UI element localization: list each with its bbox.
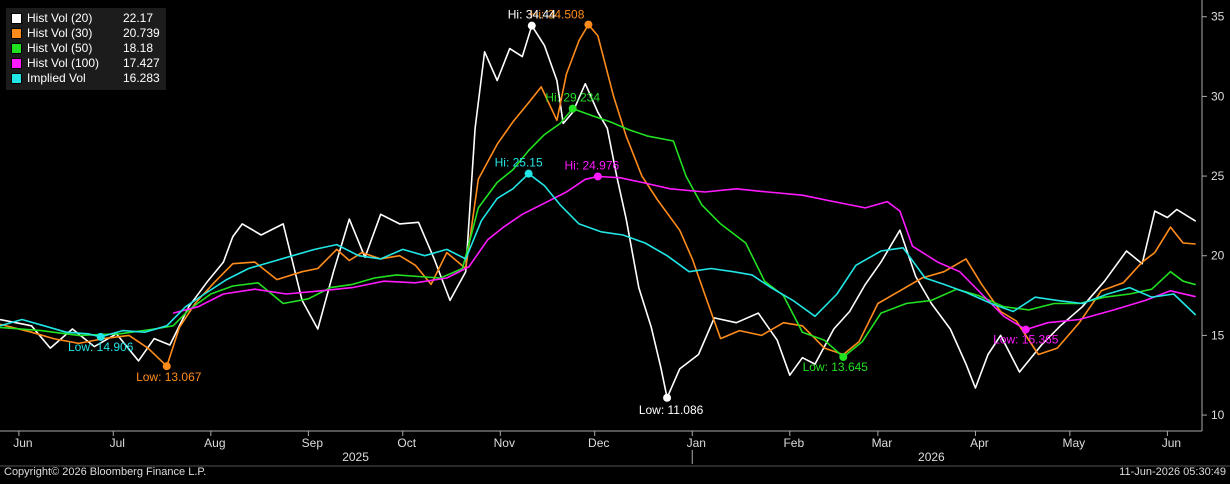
- annotation-marker: [96, 332, 105, 341]
- legend-swatch: [11, 58, 22, 69]
- annotation-marker: [524, 169, 533, 178]
- copyright-text: Copyright© 2026 Bloomberg Finance L.P.: [4, 466, 207, 478]
- annotation-label: Hi: 34.508: [530, 8, 585, 22]
- series-line-4: [0, 172, 1197, 338]
- x-tick-label: Dec: [588, 436, 609, 450]
- y-tick-label: 10: [1211, 408, 1225, 422]
- legend-item-hist-vol-20: Hist Vol (20) 22.17: [11, 11, 160, 26]
- annotation-label: Hi: 24.976: [565, 158, 620, 172]
- legend-swatch: [11, 13, 22, 24]
- y-tick-label: 25: [1211, 169, 1225, 183]
- x-tick-label: Oct: [397, 436, 416, 450]
- legend-value: 16.283: [123, 71, 160, 85]
- y-tick-label: 35: [1211, 10, 1225, 24]
- annotation-marker: [663, 393, 672, 402]
- x-tick-label: Mar: [872, 436, 893, 450]
- annotation-marker: [839, 352, 848, 361]
- legend-swatch: [11, 43, 22, 54]
- legend-swatch: [11, 73, 22, 84]
- annotation-marker: [584, 20, 593, 29]
- annotation-label: Hi: 25.15: [495, 156, 543, 170]
- annotation-label: Hi: 29.234: [545, 91, 600, 105]
- legend-label: Implied Vol: [27, 71, 86, 85]
- x-tick-label: Jun: [1162, 436, 1181, 450]
- chart-legend: Hist Vol (20) 22.17 Hist Vol (30) 20.739…: [6, 8, 166, 90]
- x-tick-label: Jun: [13, 436, 32, 450]
- series-line-3: [172, 175, 1196, 331]
- legend-label: Hist Vol (100): [27, 56, 100, 70]
- annotation-label: Low: 15.365: [993, 333, 1059, 347]
- legend-value: 17.427: [123, 56, 160, 70]
- annotation-marker: [593, 172, 602, 181]
- x-tick-label: Nov: [494, 436, 515, 450]
- x-tick-label: Sep: [302, 436, 324, 450]
- annotation-marker: [1021, 325, 1030, 334]
- x-tick-label: Jul: [110, 436, 125, 450]
- annotation-label: Low: 13.067: [136, 370, 202, 384]
- legend-item-hist-vol-30: Hist Vol (30) 20.739: [11, 26, 160, 41]
- legend-value: 22.17: [123, 11, 154, 25]
- y-tick-label: 15: [1211, 328, 1225, 342]
- year-label: 2026: [918, 450, 945, 464]
- legend-item-hist-vol-100: Hist Vol (100) 17.427: [11, 56, 160, 71]
- annotation-marker: [162, 362, 171, 371]
- y-tick-label: 30: [1211, 89, 1225, 103]
- x-tick-label: Jan: [687, 436, 706, 450]
- annotation-label: Low: 13.645: [803, 360, 869, 374]
- legend-item-implied-vol: Implied Vol 16.283: [11, 71, 160, 86]
- x-tick-label: Aug: [204, 436, 225, 450]
- annotation-label: Low: 11.086: [639, 403, 704, 417]
- annotation-label: Low: 14.906: [68, 340, 134, 354]
- legend-value: 20.739: [123, 26, 160, 40]
- series-line-1: [0, 23, 1196, 367]
- annotation-marker: [568, 104, 577, 113]
- legend-label: Hist Vol (30): [27, 26, 93, 40]
- x-tick-label: Apr: [970, 436, 989, 450]
- legend-label: Hist Vol (50): [27, 41, 93, 55]
- annotation-label: Hi: 34.44: [508, 8, 556, 22]
- y-tick-label: 20: [1211, 249, 1225, 263]
- legend-item-hist-vol-50: Hist Vol (50) 18.18: [11, 41, 160, 56]
- x-tick-label: Feb: [783, 436, 804, 450]
- annotation-marker: [527, 21, 536, 30]
- legend-value: 18.18: [123, 41, 154, 55]
- x-tick-label: May: [1063, 436, 1086, 450]
- legend-label: Hist Vol (20): [27, 11, 93, 25]
- legend-swatch: [11, 28, 22, 39]
- timestamp-text: 11-Jun-2026 05:30:49: [1119, 466, 1226, 478]
- series-line-0: [0, 24, 1197, 399]
- year-label: 2025: [342, 450, 369, 464]
- series-line-2: [0, 107, 1196, 358]
